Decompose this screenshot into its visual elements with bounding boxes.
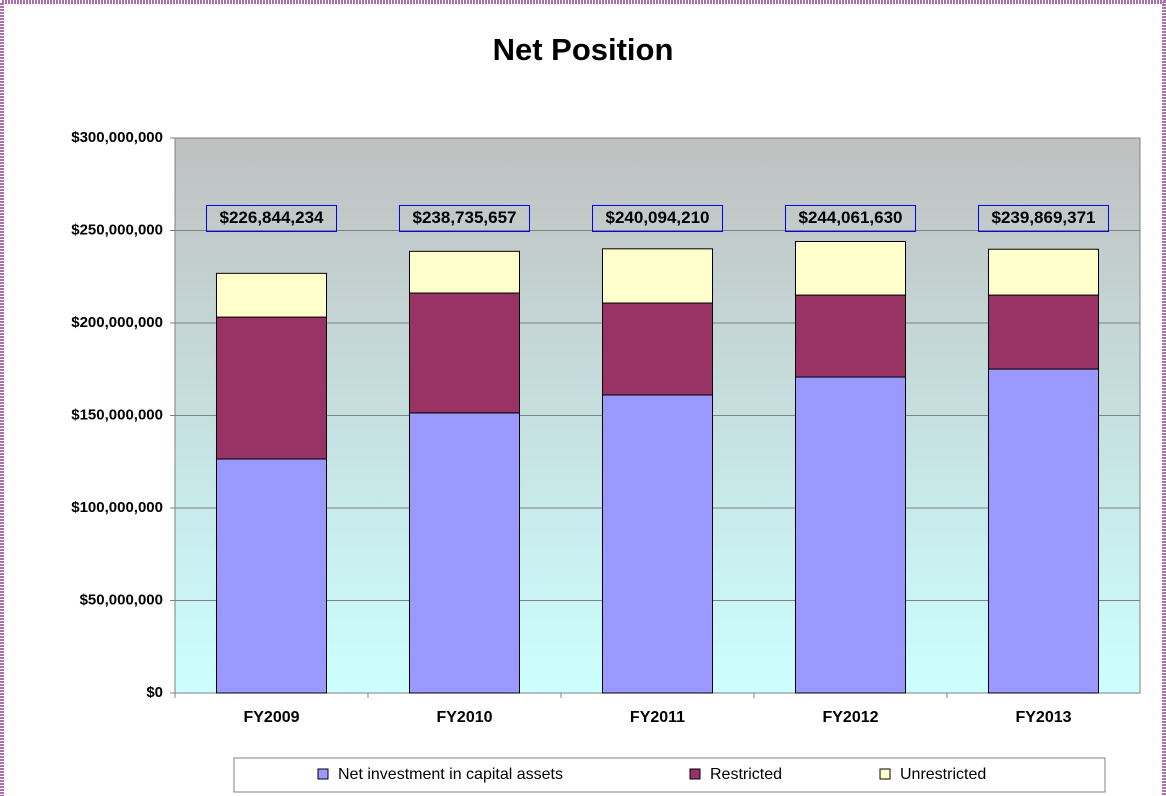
total-label: $238,735,657 (413, 208, 517, 227)
bar-segment (987, 368, 1100, 694)
bar-segment (408, 412, 521, 694)
bar-segment (408, 292, 521, 414)
chart-title: Net Position (493, 32, 674, 67)
legend-swatch (689, 768, 701, 780)
bar-segment (215, 458, 328, 694)
bar-segment (215, 316, 328, 460)
bar-segment (601, 302, 714, 396)
legend-box (233, 757, 1106, 793)
bar-segment (987, 248, 1100, 296)
total-label-box (206, 204, 337, 232)
total-label: $239,869,371 (992, 208, 1096, 227)
y-tick-label: $150,000,000 (71, 406, 163, 423)
bar-segment (601, 248, 714, 304)
y-tick-label: $50,000,000 (80, 591, 163, 608)
x-tick-label: FY2012 (822, 709, 878, 726)
y-tick-label: $200,000,000 (71, 314, 163, 331)
y-tick-label: $100,000,000 (71, 499, 163, 516)
total-label-box (978, 204, 1109, 232)
total-label: $244,061,630 (799, 208, 903, 227)
bar-segment (987, 294, 1100, 370)
total-label: $240,094,210 (606, 208, 710, 227)
total-label-box (592, 204, 723, 232)
legend-label: Net investment in capital assets (338, 766, 563, 783)
x-tick-label: FY2011 (630, 709, 685, 726)
bar-segment (408, 250, 521, 294)
y-tick-label: $250,000,000 (71, 221, 163, 238)
y-tick-label: $0 (146, 684, 163, 701)
bar-segment (794, 376, 907, 694)
bar-segment (794, 240, 907, 296)
total-label: $226,844,234 (220, 208, 325, 227)
bar-segment (215, 272, 328, 318)
legend-swatch (317, 768, 329, 780)
bar-segment (601, 394, 714, 694)
x-tick-label: FY2009 (243, 709, 299, 726)
legend-label: Unrestricted (900, 766, 986, 783)
x-tick-label: FY2010 (436, 709, 492, 726)
legend-swatch (879, 768, 891, 780)
x-tick-label: FY2013 (1015, 709, 1071, 726)
bar-segment (794, 294, 907, 378)
total-label-box (785, 204, 916, 232)
total-label-box (399, 204, 530, 232)
legend-label: Restricted (710, 766, 782, 783)
y-tick-label: $300,000,000 (71, 129, 163, 146)
